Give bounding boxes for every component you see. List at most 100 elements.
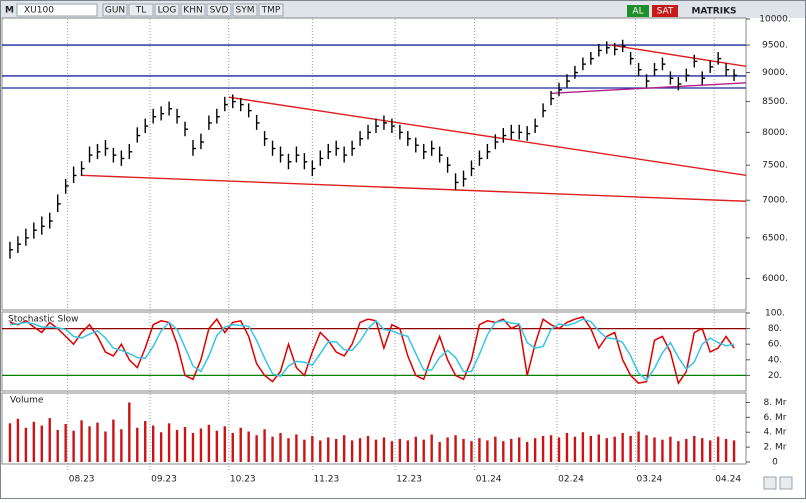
y-tick-label: 2. Mr [764,443,787,453]
volume-bar [239,427,242,462]
y-tick-label: 20. [768,371,782,381]
volume-bar [64,424,67,462]
zoom-button[interactable] [779,476,793,490]
volume-bar [565,432,569,462]
volume-bar [183,427,187,462]
buy-label[interactable]: AL [632,7,643,17]
trend-line [228,96,747,176]
volume-bar [462,438,465,462]
volume-bar [295,434,298,462]
ticker[interactable]: XU100 [24,6,54,16]
volume-bar [167,423,171,462]
volume-bar [215,430,219,462]
volume-bar [422,439,425,462]
volume-bar [151,425,155,462]
toolbar-button[interactable] [180,3,206,17]
volume-bar [32,421,36,462]
y-tick-label: 80. [768,324,782,334]
volume-bar [541,435,545,462]
buy-button[interactable] [627,5,649,17]
volume-bar [207,424,211,462]
volume-bar [557,437,561,462]
price-panel [1,17,747,311]
volume-bar [191,432,195,462]
volume-bar [581,432,585,462]
y-tick-label: 8000. [762,128,788,138]
toolbar-button-label[interactable]: TMP [261,6,281,16]
volume-bar [390,441,394,462]
sell-button[interactable] [652,5,678,17]
volume-title: Volume [10,396,44,406]
volume-bar [358,438,362,462]
volume-bar [597,434,600,462]
toolbar-button-label[interactable]: SYM [236,6,255,16]
toolbar-button-label[interactable]: KHN [183,6,202,16]
volume-bar [510,438,513,462]
volume-bar [16,418,20,462]
volume-bar [223,426,227,462]
toolbar-button[interactable] [128,3,154,17]
volume-bar [48,418,51,462]
volume-bar [438,441,441,462]
volume-bar [80,420,83,462]
trend-line [551,82,747,94]
sell-label[interactable]: SAT [657,7,674,17]
ticker-box[interactable] [16,3,98,17]
y-tick-label: 6000. [762,274,788,284]
volume-bar [104,431,107,462]
toolbar-button[interactable] [232,3,258,17]
volume-bar [549,435,553,462]
volume-bar [303,439,306,462]
volume-bar [72,430,75,462]
volume-bar [263,429,266,462]
volume-bar [525,441,529,462]
volume-bar [56,430,59,462]
y-tick-label: 6500. [762,233,788,243]
volume-bar [406,440,410,462]
x-tick-label: 02.24 [558,475,584,485]
stoch-panel [1,311,747,392]
volume-bar [40,425,43,462]
volume-bar [350,440,354,462]
volume-bar [573,436,577,462]
toolbar-button-label[interactable]: GUN [105,6,125,16]
volume-bar [589,435,593,462]
volume-bar [279,432,282,462]
y-tick-label: 40. [768,355,782,365]
volume-bar [621,432,624,462]
toolbar-button-label[interactable]: LOG [158,6,177,16]
volume-bar [136,427,139,462]
volume-bar [255,435,258,462]
volume-bar [430,434,433,462]
volume-bar [693,435,696,462]
toolbar-button[interactable] [258,3,284,17]
volume-bar [613,436,616,462]
volume-bar [24,427,28,462]
volume-bar [319,440,322,462]
volume-bar [716,436,720,462]
volume-bar [120,429,123,462]
volume-bar [470,441,473,462]
volume-bar [342,435,346,462]
x-tick-label: 03.24 [637,475,663,485]
volume-bar [366,435,370,462]
volume-bar [732,440,736,462]
volume-bar [398,438,402,462]
volume-bar [144,421,147,462]
stoch-line [9,318,735,382]
toolbar-button[interactable] [154,3,180,17]
scroll-button[interactable] [763,476,777,490]
toolbar-button[interactable] [102,3,128,17]
volume-bar [494,436,497,462]
volume-bar [335,438,338,462]
volume-bar [382,437,386,462]
y-tick-label: 100. [765,309,785,319]
toolbar-button-label[interactable]: TL [135,6,147,16]
volume-bar [724,438,728,462]
y-tick-label: 7500. [762,161,788,171]
toolbar-button[interactable] [206,3,232,17]
toolbar-button-label[interactable]: SVD [210,6,229,16]
trend-line [81,174,747,202]
y-tick-label: 4. Mr [764,428,787,438]
